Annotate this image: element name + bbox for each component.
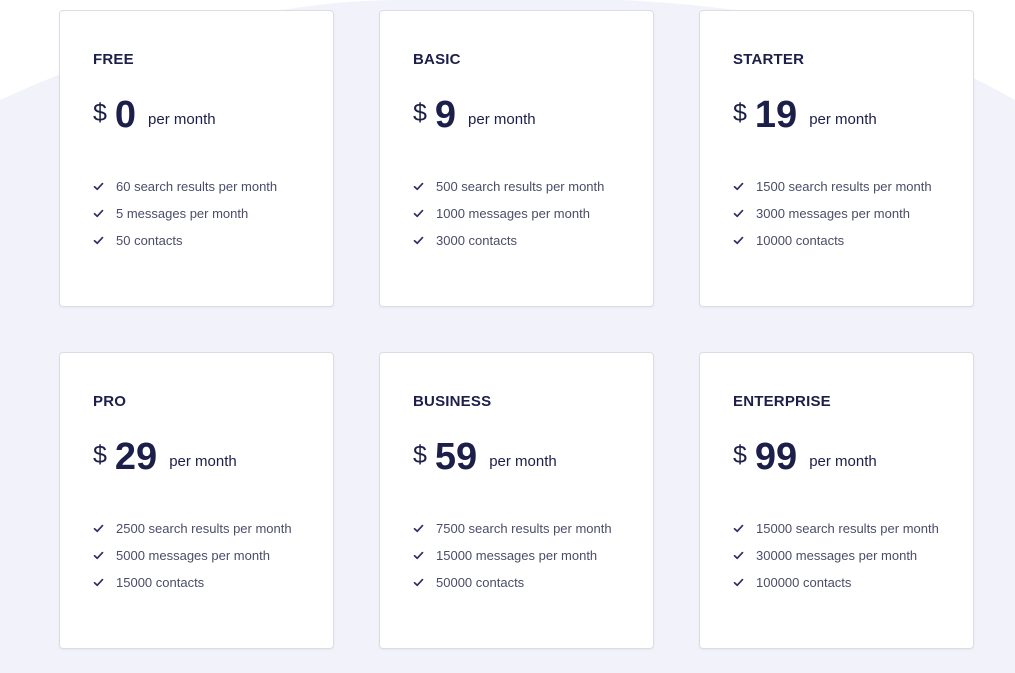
check-icon (733, 209, 744, 218)
check-icon (93, 236, 104, 245)
feature-item: 15000 search results per month (733, 515, 973, 542)
check-icon (93, 551, 104, 560)
check-icon (93, 578, 104, 587)
check-icon (733, 182, 744, 191)
plan-name: STARTER (733, 51, 805, 68)
feature-item: 15000 messages per month (413, 542, 653, 569)
price-amount: 29 (114, 436, 158, 478)
price-period: per month (809, 452, 877, 470)
feature-list: 1500 search results per month 3000 messa… (733, 173, 973, 254)
feature-text: 5 messages per month (116, 206, 249, 221)
plan-name: PRO (93, 393, 127, 410)
check-icon (93, 209, 104, 218)
plan-card-starter: STARTER $ 19 per month 1500 search resul… (699, 10, 974, 307)
price-period: per month (489, 452, 557, 470)
plan-card-basic: BASIC $ 9 per month 500 search results p… (379, 10, 654, 307)
feature-item: 15000 contacts (93, 569, 333, 596)
feature-text: 2500 search results per month (116, 521, 292, 536)
feature-list: 7500 search results per month 15000 mess… (413, 515, 653, 596)
feature-text: 3000 contacts (436, 233, 517, 248)
check-icon (733, 524, 744, 533)
feature-text: 10000 contacts (756, 233, 845, 248)
check-icon (93, 524, 104, 533)
feature-item: 50000 contacts (413, 569, 653, 596)
check-icon (93, 182, 104, 191)
price-amount: 59 (434, 436, 478, 478)
price-period: per month (809, 110, 877, 128)
price-row: $ 99 per month (733, 433, 973, 481)
price-amount: 99 (754, 436, 798, 478)
pricing-grid: FREE $ 0 per month 60 search results per… (59, 10, 974, 649)
price-row: $ 29 per month (93, 433, 333, 481)
feature-item: 60 search results per month (93, 173, 333, 200)
plan-name: BUSINESS (413, 393, 492, 410)
check-icon (413, 209, 424, 218)
currency-symbol: $ (93, 98, 107, 127)
currency-symbol: $ (413, 440, 427, 469)
check-icon (733, 236, 744, 245)
price-amount: 0 (114, 94, 137, 136)
check-icon (733, 578, 744, 587)
price-row: $ 59 per month (413, 433, 653, 481)
feature-text: 15000 search results per month (756, 521, 939, 536)
check-icon (413, 182, 424, 191)
currency-symbol: $ (733, 98, 747, 127)
price-row: $ 0 per month (93, 91, 333, 139)
feature-item: 1000 messages per month (413, 200, 653, 227)
feature-text: 100000 contacts (756, 575, 852, 590)
plan-name: FREE (93, 51, 134, 68)
currency-symbol: $ (93, 440, 107, 469)
price-period: per month (169, 452, 237, 470)
plan-card-enterprise: ENTERPRISE $ 99 per month 15000 search r… (699, 352, 974, 649)
feature-list: 60 search results per month 5 messages p… (93, 173, 333, 254)
price-amount: 19 (754, 94, 798, 136)
feature-text: 60 search results per month (116, 179, 278, 194)
price-period: per month (468, 110, 536, 128)
feature-item: 2500 search results per month (93, 515, 333, 542)
plan-card-business: BUSINESS $ 59 per month 7500 search resu… (379, 352, 654, 649)
feature-text: 30000 messages per month (756, 548, 918, 563)
feature-item: 1500 search results per month (733, 173, 973, 200)
plan-name: ENTERPRISE (733, 393, 831, 410)
check-icon (413, 578, 424, 587)
feature-text: 1500 search results per month (756, 179, 932, 194)
feature-text: 500 search results per month (436, 179, 605, 194)
feature-text: 7500 search results per month (436, 521, 612, 536)
price-row: $ 19 per month (733, 91, 973, 139)
feature-text: 1000 messages per month (436, 206, 590, 221)
feature-item: 3000 messages per month (733, 200, 973, 227)
feature-item: 50 contacts (93, 227, 333, 254)
feature-text: 50000 contacts (436, 575, 525, 590)
currency-symbol: $ (413, 98, 427, 127)
feature-item: 500 search results per month (413, 173, 653, 200)
feature-item: 7500 search results per month (413, 515, 653, 542)
feature-item: 5 messages per month (93, 200, 333, 227)
check-icon (413, 551, 424, 560)
feature-item: 3000 contacts (413, 227, 653, 254)
feature-item: 100000 contacts (733, 569, 973, 596)
feature-text: 50 contacts (116, 233, 183, 248)
feature-text: 5000 messages per month (116, 548, 270, 563)
feature-item: 5000 messages per month (93, 542, 333, 569)
feature-list: 500 search results per month 1000 messag… (413, 173, 653, 254)
check-icon (413, 524, 424, 533)
feature-text: 15000 contacts (116, 575, 205, 590)
feature-item: 30000 messages per month (733, 542, 973, 569)
check-icon (733, 551, 744, 560)
plan-card-pro: PRO $ 29 per month 2500 search results p… (59, 352, 334, 649)
feature-text: 15000 messages per month (436, 548, 598, 563)
feature-list: 15000 search results per month 30000 mes… (733, 515, 973, 596)
feature-text: 3000 messages per month (756, 206, 910, 221)
check-icon (413, 236, 424, 245)
plan-name: BASIC (413, 51, 461, 68)
feature-list: 2500 search results per month 5000 messa… (93, 515, 333, 596)
price-amount: 9 (434, 94, 457, 136)
currency-symbol: $ (733, 440, 747, 469)
price-row: $ 9 per month (413, 91, 653, 139)
plan-card-free: FREE $ 0 per month 60 search results per… (59, 10, 334, 307)
price-period: per month (148, 110, 216, 128)
feature-item: 10000 contacts (733, 227, 973, 254)
